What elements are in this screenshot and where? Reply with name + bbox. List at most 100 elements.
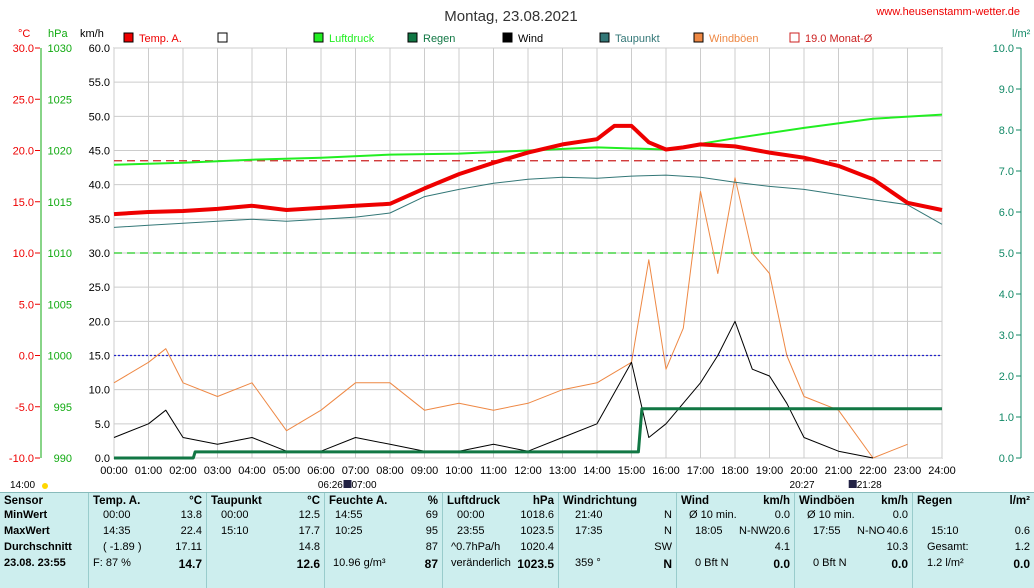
- wind-beaufort: 0 Bft N: [695, 557, 729, 569]
- humidity-unit: %: [427, 495, 438, 507]
- current-date: 23.08. 23:55: [4, 557, 66, 569]
- wind-avg10: 0.0: [774, 509, 790, 521]
- x-tick-label: 10:00: [445, 465, 473, 477]
- legend-label-0: Temp. A.: [139, 33, 182, 45]
- x-tick-label: 06:00: [307, 465, 335, 477]
- kmh-tick-label: 25.0: [89, 282, 110, 294]
- gust-avg: 10.3: [886, 541, 908, 553]
- winddir-column: Windrichtung 21:40 N 17:35 N SW 359 ° N: [558, 493, 676, 588]
- hpa-tick-label: 995: [54, 402, 72, 414]
- series-regen: [114, 407, 942, 460]
- gust-beaufort: 0 Bft N: [813, 557, 847, 569]
- series-luftdruck: [113, 113, 943, 166]
- series-wind: [113, 320, 874, 459]
- pressure-max-time: 23:55: [457, 525, 485, 537]
- wind-max: 20.6: [768, 525, 790, 537]
- kmh-tick-label: 10.0: [89, 385, 110, 397]
- sensor-header: Sensor: [4, 495, 43, 507]
- x-tick-label: 00:00: [100, 465, 128, 477]
- hpa-tick-label: 1010: [48, 248, 72, 260]
- rain-tick-label: 7.0: [999, 166, 1014, 178]
- civil-icon: [343, 480, 352, 488]
- dewpoint-min-time: 00:00: [221, 509, 249, 521]
- kmh-tick-label: 15.0: [89, 351, 110, 363]
- rain-tick-label: 2.0: [999, 371, 1014, 383]
- x-tick-label: 17:00: [687, 465, 715, 477]
- x-tick-label: 09:00: [411, 465, 439, 477]
- rain-tick-label: 10.0: [993, 43, 1014, 55]
- humidity-min-time: 14:55: [335, 509, 363, 521]
- row-label-max: MaxWert: [4, 525, 50, 537]
- hpa-tick-label: 1025: [48, 94, 72, 106]
- winddir-max: N: [664, 525, 672, 537]
- wind-current: 0.0: [773, 557, 790, 571]
- x-tick-label: 01:00: [135, 465, 163, 477]
- legend-label-7: 19.0 Monat-Ø: [805, 33, 873, 45]
- gust-avg10: 0.0: [892, 509, 908, 521]
- x-tick-label: 19:00: [756, 465, 784, 477]
- kmh-tick-label: 30.0: [89, 248, 110, 260]
- gust-header: Windböen: [799, 495, 855, 507]
- rain-axis-unit: l/m²: [1012, 28, 1031, 40]
- hpa-tick-label: 1005: [48, 299, 72, 311]
- hpa-tick-label: 1000: [48, 351, 72, 363]
- hpa-tick-label: 1030: [48, 43, 72, 55]
- temp-max-time: 14:35: [103, 525, 131, 537]
- x-tick-label: 05:00: [273, 465, 301, 477]
- wind-header: Wind: [681, 495, 709, 507]
- site-url: www.heusenstamm-wetter.de: [875, 6, 1020, 18]
- hpa-tick-label: 1020: [48, 146, 72, 158]
- winddir-avg: SW: [654, 541, 672, 553]
- x-tick-label: 20:00: [790, 465, 818, 477]
- pressure-trend: ^0.7hPa/h: [451, 541, 501, 553]
- humidity-max: 95: [425, 525, 438, 537]
- humidity-min: 69: [425, 509, 438, 521]
- temp-max: 22.4: [180, 525, 202, 537]
- wind-avg-label: Ø 10 min.: [689, 509, 737, 521]
- temp-axis-unit: °C: [18, 28, 30, 40]
- kmh-tick-label: 5.0: [95, 419, 110, 431]
- winddir-min-time: 21:40: [575, 509, 603, 521]
- rain-total-label: Gesamt:: [927, 541, 969, 553]
- legend-swatch-2: [313, 32, 324, 43]
- x-tick-label: 15:00: [618, 465, 646, 477]
- sunrise-label: 06:26: [318, 480, 343, 491]
- dewpoint-max: 17.7: [298, 525, 320, 537]
- gust-avg-label: Ø 10 min.: [807, 509, 855, 521]
- humidity-header: Feuchte A.: [329, 495, 388, 507]
- rain-tick-label: 1.0: [999, 412, 1014, 424]
- temp-diff: ( -1.89 ): [103, 541, 142, 553]
- gust-max: 40.6: [886, 525, 908, 537]
- legend-swatch-6: [693, 32, 704, 43]
- temp-tick-label: 20.0: [13, 146, 34, 158]
- x-tick-label: 24:00: [928, 465, 956, 477]
- kmh-tick-label: 50.0: [89, 111, 110, 123]
- x-tick-label: 11:00: [480, 465, 507, 477]
- wind-max-time: 18:05: [695, 525, 723, 537]
- legend-label-2: Luftdruck: [329, 33, 375, 45]
- gust-unit: km/h: [881, 495, 908, 507]
- temp-min-time: 00:00: [103, 509, 131, 521]
- temp-tick-label: 10.0: [13, 248, 34, 260]
- hpa-tick-label: 990: [54, 453, 72, 465]
- night-label: 21:28: [857, 480, 882, 491]
- pressure-current: 1023.5: [517, 557, 554, 571]
- kmh-axis-unit: km/h: [80, 28, 104, 40]
- civil-label: 07:00: [352, 480, 377, 491]
- stats-table: Sensor MinWert MaxWert Durchschnitt 23.0…: [0, 492, 1034, 588]
- series-windb-en: [113, 177, 908, 459]
- wind-unit: km/h: [763, 495, 790, 507]
- gust-max-time: 17:55: [813, 525, 841, 537]
- winddir-header: Windrichtung: [563, 495, 637, 507]
- humidity-max-time: 10:25: [335, 525, 363, 537]
- winddir-current: N: [663, 557, 672, 571]
- rain-tick-label: 6.0: [999, 207, 1014, 219]
- pressure-min: 1018.6: [520, 509, 554, 521]
- temp-tick-label: 30.0: [13, 43, 34, 55]
- legend-label-5: Taupunkt: [615, 33, 660, 45]
- hpa-axis-unit: hPa: [48, 28, 68, 40]
- kmh-tick-label: 40.0: [89, 180, 110, 192]
- x-tick-label: 02:00: [169, 465, 197, 477]
- series-taupunkt: [113, 174, 943, 228]
- wind-avg: 4.1: [774, 541, 790, 553]
